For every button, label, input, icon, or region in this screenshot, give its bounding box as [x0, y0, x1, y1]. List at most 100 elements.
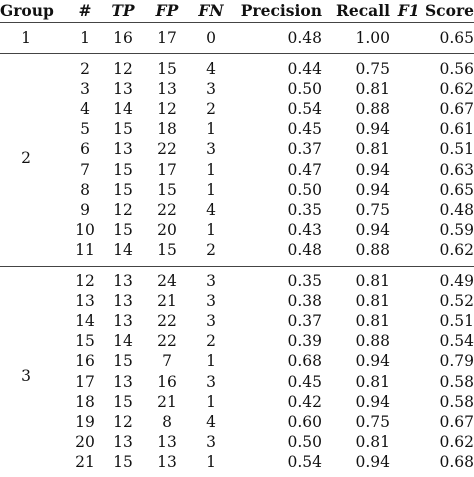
cell-f1: 0.79	[439, 352, 474, 371]
cell-fp: 15	[157, 180, 177, 199]
table-row: 21 15 13 1 0.54 0.94 0.68	[0, 452, 474, 473]
table-row: 19 12 8 4 0.60 0.75 0.67	[0, 412, 474, 433]
cell-fn: 2	[206, 332, 216, 351]
cell-recall: 0.88	[355, 332, 390, 351]
cell-fn: 1	[206, 160, 216, 179]
cell-precision: 0.37	[287, 140, 322, 159]
table-row: 20 13 13 3 0.50 0.81 0.62	[0, 432, 474, 453]
table-row: 14 13 22 3 0.37 0.81 0.51	[0, 311, 474, 332]
cell-fp: 15	[157, 60, 177, 78]
table-row: 15 14 22 2 0.39 0.88 0.54	[0, 331, 474, 352]
cell-fn: 1	[206, 180, 216, 199]
cell-tp: 15	[113, 160, 133, 179]
row-number: 9	[80, 200, 90, 219]
cell-recall: 0.94	[355, 180, 390, 199]
cell-f1: 0.58	[439, 372, 474, 391]
row-number: 17	[75, 372, 95, 391]
cell-precision: 0.43	[287, 220, 322, 239]
header-number: #	[78, 1, 92, 20]
cell-tp: 15	[113, 392, 133, 411]
cell-fn: 1	[206, 220, 216, 239]
cell-f1: 0.62	[439, 80, 474, 99]
cell-precision: 0.44	[287, 60, 322, 78]
cell-recall: 0.75	[355, 200, 390, 219]
cell-tp: 13	[113, 312, 133, 331]
cell-fn: 4	[206, 60, 216, 78]
header-rule	[0, 22, 474, 23]
row-number: 5	[80, 120, 90, 139]
header-fn: FN	[198, 1, 224, 20]
cell-f1: 0.59	[439, 220, 474, 239]
table-row: 5 15 18 1 0.45 0.94 0.61	[0, 119, 474, 140]
row-number: 15	[75, 332, 95, 351]
cell-fn: 1	[206, 392, 216, 411]
cell-f1: 0.56	[439, 60, 474, 78]
row-number: 7	[80, 160, 90, 179]
cell-tp: 12	[113, 412, 133, 431]
cell-tp: 13	[113, 372, 133, 391]
cell-f1: 0.65	[439, 29, 474, 47]
cell-precision: 0.48	[287, 240, 322, 259]
row-number: 2	[80, 60, 90, 78]
cell-fp: 21	[157, 292, 177, 311]
row-number: 19	[75, 412, 95, 431]
cell-tp: 15	[113, 452, 133, 471]
cell-recall: 0.94	[355, 220, 390, 239]
cell-f1: 0.48	[439, 200, 474, 219]
cell-fp: 18	[157, 120, 177, 139]
cell-tp: 15	[113, 120, 133, 139]
group-divider	[0, 53, 474, 54]
cell-f1: 0.67	[439, 100, 474, 119]
cell-precision: 0.48	[287, 29, 322, 47]
cell-tp: 12	[113, 200, 133, 219]
cell-precision: 0.39	[287, 332, 322, 351]
cell-fp: 13	[157, 452, 177, 471]
cell-fp: 15	[157, 240, 177, 259]
header-f1-italic: F1	[397, 1, 420, 20]
cell-fn: 0	[206, 29, 216, 47]
cell-precision: 0.35	[287, 200, 322, 219]
row-number: 11	[75, 240, 95, 259]
cell-f1: 0.63	[439, 160, 474, 179]
row-number: 16	[75, 352, 95, 371]
cell-precision: 0.38	[287, 292, 322, 311]
table-row: 8 15 15 1 0.50 0.94 0.65	[0, 180, 474, 201]
row-number: 18	[75, 392, 95, 411]
cell-recall: 0.81	[355, 272, 390, 290]
cell-precision: 0.54	[287, 100, 322, 119]
cell-tp: 13	[113, 272, 133, 290]
cell-recall: 0.88	[355, 240, 390, 259]
cell-f1: 0.54	[439, 332, 474, 351]
row-number: 14	[75, 312, 95, 331]
row-number: 21	[75, 452, 95, 471]
cell-f1: 0.65	[439, 180, 474, 199]
cell-recall: 0.94	[355, 392, 390, 411]
table-row: 10 15 20 1 0.43 0.94 0.59	[0, 220, 474, 241]
header-group: Group	[0, 1, 54, 20]
cell-tp: 13	[113, 80, 133, 99]
cell-fn: 3	[206, 312, 216, 331]
cell-tp: 14	[113, 240, 133, 259]
cell-precision: 0.45	[287, 120, 322, 139]
cell-fn: 1	[206, 452, 216, 471]
cell-tp: 14	[113, 332, 133, 351]
cell-fp: 17	[157, 160, 177, 179]
cell-recall: 1.00	[355, 29, 390, 47]
cell-fn: 1	[206, 120, 216, 139]
cell-recall: 0.75	[355, 412, 390, 431]
cell-fp: 22	[157, 200, 177, 219]
table-row: 16 15 7 1 0.68 0.94 0.79	[0, 351, 474, 372]
cell-fn: 3	[206, 140, 216, 159]
table-row: 6 13 22 3 0.37 0.81 0.51	[0, 139, 474, 160]
table-row: 3 13 13 3 0.50 0.81 0.62	[0, 79, 474, 100]
table-header: Group # TP FP FN Precision Recall F1 Sco…	[0, 0, 474, 22]
cell-f1: 0.62	[439, 432, 474, 451]
cell-fp: 22	[157, 312, 177, 331]
cell-f1: 0.49	[439, 272, 474, 290]
cell-fp: 20	[157, 220, 177, 239]
cell-precision: 0.54	[287, 452, 322, 471]
cell-tp: 13	[113, 292, 133, 311]
group-label: 1	[21, 29, 31, 47]
cell-fp: 12	[157, 100, 177, 119]
table-row: 9 12 22 4 0.35 0.75 0.48	[0, 200, 474, 221]
